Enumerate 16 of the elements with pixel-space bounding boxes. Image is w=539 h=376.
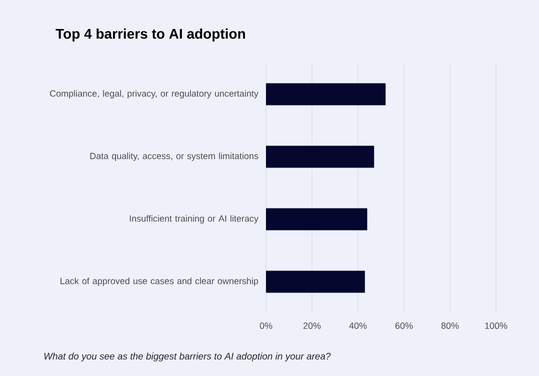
x-tick-label: 80%: [441, 322, 459, 329]
text: Top 4 barriers to AI adoption: [56, 28, 245, 42]
x-tick-label: 20%: [303, 322, 321, 329]
bar: [266, 270, 365, 293]
x-tick-label: 60%: [395, 322, 413, 329]
x-tick-label: 0%: [260, 322, 272, 329]
bar: [266, 83, 386, 106]
text: What do you see as the biggest barriers to AI adoption in your area?: [44, 352, 331, 362]
y-tick-label: Lack of approved use cases and clear ownership: [60, 278, 258, 286]
x-tick-label: 100%: [485, 322, 508, 329]
bar: [266, 208, 368, 230]
bar: [266, 146, 374, 168]
y-tick-label: Insufficient training or AI literacy: [130, 215, 258, 224]
y-tick-label: Data quality, access, or system limitations: [90, 152, 258, 161]
x-tick-label: 40%: [349, 322, 367, 329]
y-tick-label: Compliance, legal, privacy, or regulatory uncertainty: [50, 90, 258, 98]
